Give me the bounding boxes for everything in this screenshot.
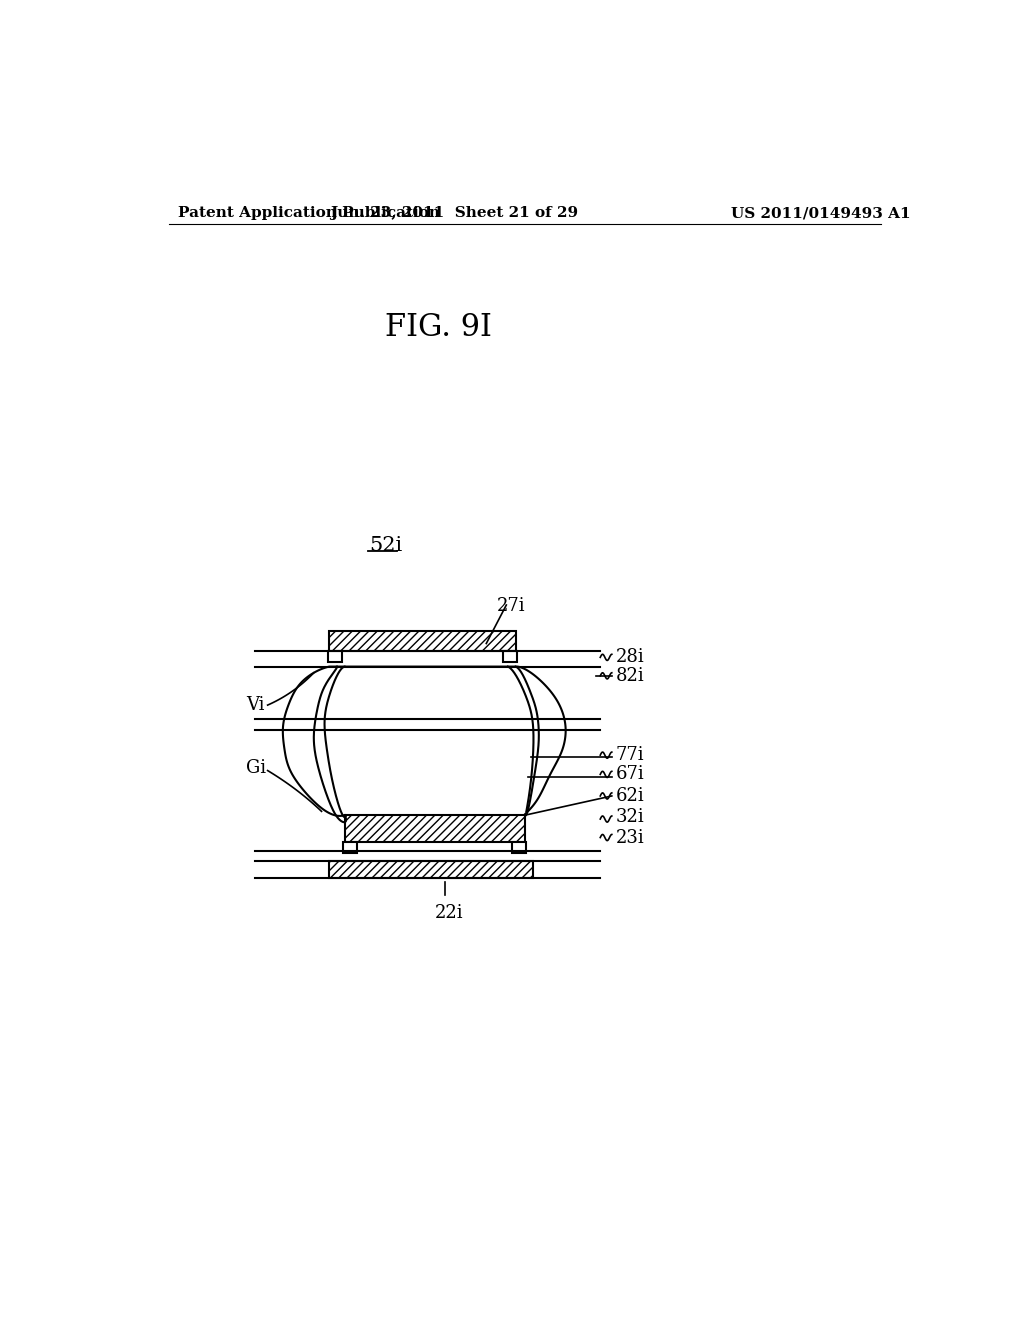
Bar (330, 631, 515, 651)
Bar (328, 651, 342, 663)
Polygon shape (283, 667, 565, 816)
Text: 82i: 82i (615, 667, 644, 685)
Text: 23i: 23i (615, 829, 644, 846)
Text: 62i: 62i (615, 787, 644, 805)
Text: Vi: Vi (246, 696, 264, 714)
Text: US 2011/0149493 A1: US 2011/0149493 A1 (731, 206, 910, 220)
Text: FIG. 9I: FIG. 9I (385, 313, 492, 343)
Text: 77i: 77i (615, 746, 644, 764)
Bar (512, 842, 526, 853)
Text: Gi: Gi (246, 759, 266, 777)
Text: 22i: 22i (435, 904, 463, 921)
Text: 27i: 27i (497, 598, 525, 615)
Bar (503, 651, 517, 663)
Text: 67i: 67i (615, 766, 644, 783)
Text: 28i: 28i (615, 648, 644, 667)
Text: Patent Application Publication: Patent Application Publication (178, 206, 440, 220)
Bar (345, 816, 524, 842)
Text: 32i: 32i (615, 808, 644, 826)
Bar (343, 842, 357, 853)
Bar (330, 861, 532, 878)
Text: 52i: 52i (370, 536, 402, 554)
Text: Jun. 23, 2011  Sheet 21 of 29: Jun. 23, 2011 Sheet 21 of 29 (330, 206, 578, 220)
